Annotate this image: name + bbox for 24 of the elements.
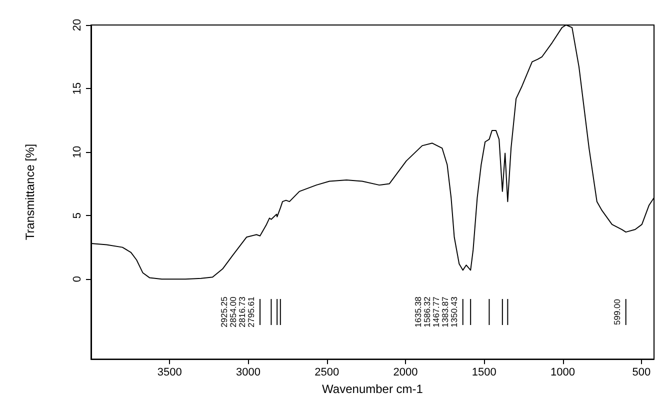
annotation: 2795.61 — [246, 296, 256, 328]
annotation: 2925.25 — [219, 296, 230, 328]
x-tick-label: 2500 — [314, 366, 340, 379]
y-tick-label: 0 — [72, 276, 84, 282]
annotation: 2854.00 — [228, 296, 238, 328]
x-tick-label: 500 — [632, 366, 651, 379]
annotation: 1383.87 — [440, 296, 450, 328]
annotation: 599.00 — [612, 298, 622, 325]
x-tick-label: 1000 — [550, 366, 576, 379]
y-tick-label: 10 — [72, 146, 84, 158]
y-axis-title: Transmittance [%] — [23, 144, 37, 240]
x-tick-label: 1500 — [472, 366, 496, 379]
x-tick-label: 3500 — [157, 366, 182, 379]
annotation: 1350.43 — [448, 296, 459, 328]
y-tick-label: 5 — [72, 212, 84, 219]
x-tick-label: 3000 — [236, 366, 261, 379]
x-tick-label: 2000 — [393, 366, 418, 379]
annotation: 1635.38 — [412, 296, 423, 328]
y-tick-label: 15 — [72, 82, 84, 95]
x-axis-title: Wavenumber cm-1 — [322, 382, 424, 396]
annotation: 2816.73 — [237, 296, 248, 328]
annotation: 1467.77 — [430, 296, 441, 328]
annotation: 1586.32 — [422, 296, 432, 328]
y-tick-label: 20 — [72, 18, 84, 32]
